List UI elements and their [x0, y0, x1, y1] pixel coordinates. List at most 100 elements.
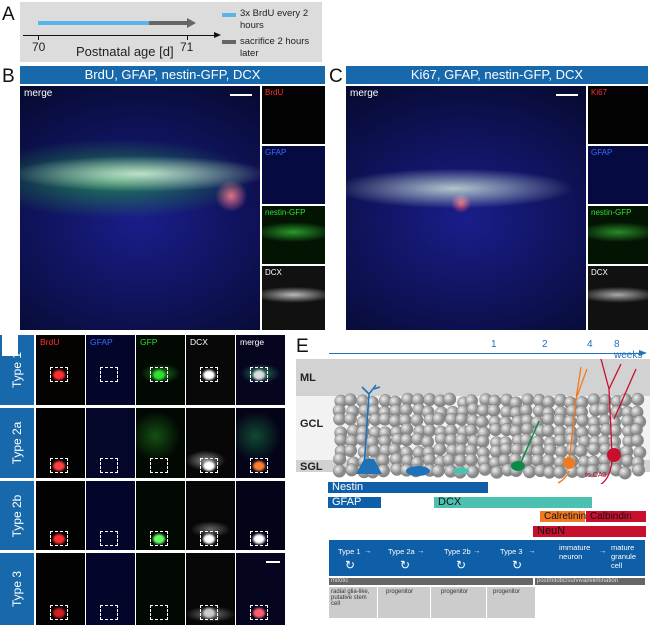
granule-cell — [343, 393, 357, 407]
stage-type-2b: Type 2b — [444, 547, 471, 556]
cell-signal — [53, 608, 65, 618]
micrograph-tile — [186, 553, 235, 625]
roi-box — [250, 531, 268, 546]
timeline-4: 4 — [587, 339, 593, 350]
arrow-icon: → — [599, 546, 607, 555]
granule-cell — [432, 412, 446, 426]
channel-nestin-gfp: nestin-GFP — [588, 206, 648, 264]
granule-cell — [478, 462, 492, 476]
micrograph-tile — [236, 481, 285, 550]
roi-box — [50, 531, 68, 546]
granule-cell — [541, 424, 555, 438]
roi-box — [100, 531, 118, 546]
granule-cell-layer-diagram — [332, 359, 647, 484]
channel-label: Ki67 — [591, 88, 608, 97]
panel-b-label: B — [2, 66, 15, 87]
legend-swatch — [222, 13, 236, 17]
granule-cell — [433, 442, 447, 456]
channel-label: GFAP — [591, 148, 613, 157]
scale-bar — [556, 94, 578, 96]
granule-cell — [490, 465, 504, 479]
micrograph-tile — [136, 408, 185, 478]
micrograph-tile — [236, 408, 285, 478]
micrograph-tile: BrdU — [36, 335, 85, 405]
granule-cell — [367, 444, 381, 458]
row-label: Type 2a — [0, 408, 34, 478]
roi-box — [150, 605, 168, 620]
granule-cell — [410, 413, 424, 427]
legend-sacrifice: sacrifice 2 hours later — [240, 36, 310, 59]
micrograph-tile — [136, 553, 185, 625]
age-axis — [23, 35, 216, 36]
roi-box — [200, 458, 218, 473]
axis-label: Postnatal age [d] — [76, 44, 174, 59]
channel-gfap: GFAP — [262, 146, 325, 204]
stage-type-3: Type 3 — [500, 547, 523, 556]
granule-cell — [443, 392, 457, 406]
merge-image-c: merge — [346, 86, 586, 330]
roi-box — [250, 367, 268, 382]
granule-cell — [630, 433, 644, 447]
micrograph-tile — [186, 408, 235, 478]
granule-cell — [631, 463, 645, 477]
channel-label: nestin-GFP — [591, 208, 632, 217]
channel-dcx: DCX — [262, 266, 325, 330]
channel-label: BrdU — [265, 88, 284, 97]
label-ml: ML — [300, 372, 316, 384]
granule-cell — [631, 392, 645, 406]
micrograph-tile: DCX — [186, 335, 235, 405]
marker-calbindin: Calbindin — [586, 511, 646, 522]
column-label: GFP — [140, 337, 158, 347]
arrow-icon: → — [473, 546, 481, 555]
cell-signal — [253, 370, 265, 380]
granule-cell — [442, 453, 456, 467]
micrograph-tile — [86, 408, 135, 478]
channel-ki67: Ki67 — [588, 86, 648, 144]
granule-cell — [343, 412, 357, 426]
roi-box — [100, 458, 118, 473]
micrograph-tile — [36, 408, 85, 478]
celltype-progenitor: progenitor — [431, 587, 486, 618]
merge-image-b: merge — [20, 86, 260, 330]
label-sgl: SGL — [300, 461, 323, 473]
legend-brdu: 3x BrdU every 2 hours — [240, 8, 309, 31]
granule-cell — [541, 454, 555, 468]
legend-swatch — [222, 40, 236, 44]
micrograph-tile — [86, 553, 135, 625]
arrowhead-icon — [187, 18, 196, 28]
scale-bar — [266, 561, 280, 563]
row-label-text: Type 3 — [10, 570, 24, 608]
cell-signal — [253, 534, 265, 544]
panel-c-title: Ki67, GFAP, nestin-GFP, DCX — [346, 66, 648, 84]
granule-cell — [523, 465, 537, 479]
granule-cell — [431, 464, 445, 478]
panel-a-timeline: 70 71 Postnatal age [d] 3x BrdU every 2 … — [20, 2, 322, 62]
granule-cell — [333, 452, 347, 466]
cell-signal — [203, 461, 215, 471]
roi-box — [100, 605, 118, 620]
stage-sequence: Type 1 Type 2a Type 2b Type 3 immature n… — [329, 540, 645, 576]
row-label: Type 2b — [0, 481, 34, 550]
stage-type-2a: Type 2a — [388, 547, 415, 556]
label-gcl: GCL — [300, 418, 324, 430]
channel-label: DCX — [591, 268, 608, 277]
panel-e-label: E — [296, 336, 309, 357]
cell-signal — [203, 534, 215, 544]
granule-cell — [475, 415, 489, 429]
scale-bar — [230, 94, 252, 96]
granule-cell — [587, 442, 601, 456]
roi-box — [150, 367, 168, 382]
tick — [38, 35, 39, 40]
roi-box — [150, 458, 168, 473]
roi-box — [250, 605, 268, 620]
panel-b-title: BrdU, GFAP, nestin-GFP, DCX — [20, 66, 325, 84]
tick — [187, 35, 188, 40]
channel-dcx: DCX — [588, 266, 648, 330]
granule-cell — [489, 423, 503, 437]
to-ca3-label: to CA3 — [585, 472, 607, 479]
marker-dcx: DCX — [434, 497, 592, 508]
micrograph-tile — [186, 481, 235, 550]
panel-a-label: A — [2, 4, 15, 25]
arrow-icon: → — [417, 546, 425, 555]
timeline-8-weeks: 8 weeks — [614, 339, 643, 361]
